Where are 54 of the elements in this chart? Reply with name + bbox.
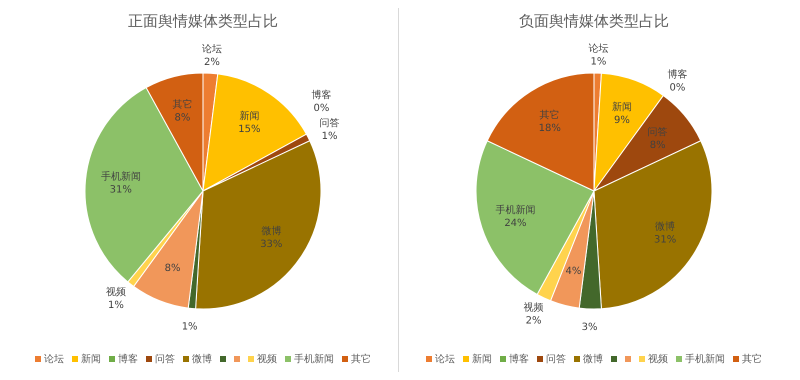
slice-label: 手机新闻 — [495, 204, 536, 216]
slice-label: 问答 — [320, 116, 340, 128]
legend-label: 新闻 — [81, 352, 101, 366]
chart-title: 正面舆情媒体类型占比 — [127, 11, 279, 32]
slice-label: 其它 — [540, 108, 560, 120]
chart-title: 负面舆情媒体类型占比 — [518, 11, 670, 32]
legend-label: 论坛 — [44, 353, 64, 366]
legend-label: 视频 — [257, 352, 277, 366]
text: 0% — [670, 82, 686, 93]
slice-label: 手机新闻 — [100, 170, 141, 182]
text: 0% — [314, 102, 330, 114]
data-label: 15% — [238, 124, 261, 135]
legend-label: 博客 — [118, 352, 138, 366]
slice-label: 其它 — [172, 98, 192, 110]
slice-label: 微博 — [655, 220, 676, 232]
slice-label: 微博 — [261, 224, 282, 236]
legend-label: 问答 — [155, 353, 175, 366]
data-label: 1% — [590, 56, 606, 68]
slice-label: 新闻 — [239, 110, 260, 122]
data-label: 1% — [322, 130, 338, 142]
data-label: 2% — [526, 315, 542, 326]
legend-label: 问答 — [546, 353, 566, 366]
data-label: 9% — [614, 114, 630, 126]
legend-label: 手机新闻 — [294, 352, 334, 366]
data-label: 1% — [182, 320, 198, 332]
slice-label: 论坛 — [202, 42, 222, 54]
data-label: 31% — [110, 184, 132, 196]
data-label: 31% — [654, 234, 676, 246]
data-label: 3% — [582, 321, 598, 332]
legend-label: 新闻 — [472, 352, 492, 366]
legend-label: 其它 — [351, 352, 371, 366]
legend-label: 微博 — [583, 352, 603, 366]
legend-label: 视频 — [648, 352, 668, 366]
data-label: 8% — [650, 139, 666, 150]
data-label: 18% — [538, 122, 561, 134]
slice-label: 视频 — [524, 301, 544, 314]
data-label: 4% — [566, 266, 582, 277]
data-label: 1% — [108, 299, 124, 310]
slice-label: 视频 — [106, 285, 126, 298]
data-label: 33% — [260, 238, 282, 250]
category-label: 博客 — [667, 68, 688, 80]
data-label: 2% — [204, 56, 220, 68]
legend-label: 其它 — [742, 352, 762, 366]
legend-label: 微博 — [192, 352, 212, 366]
data-label: 24% — [504, 218, 527, 229]
data-label: 8% — [164, 262, 181, 274]
slice-label: 问答 — [648, 125, 668, 138]
slice-label: 论坛 — [588, 42, 608, 54]
legend-label: 论坛 — [435, 353, 455, 366]
legend-label: 博客 — [509, 352, 529, 366]
legend-label: 手机新闻 — [685, 352, 725, 366]
data-label: 8% — [174, 112, 190, 123]
category-label: 博客 — [311, 89, 332, 100]
slice-label: 新闻 — [612, 100, 632, 112]
